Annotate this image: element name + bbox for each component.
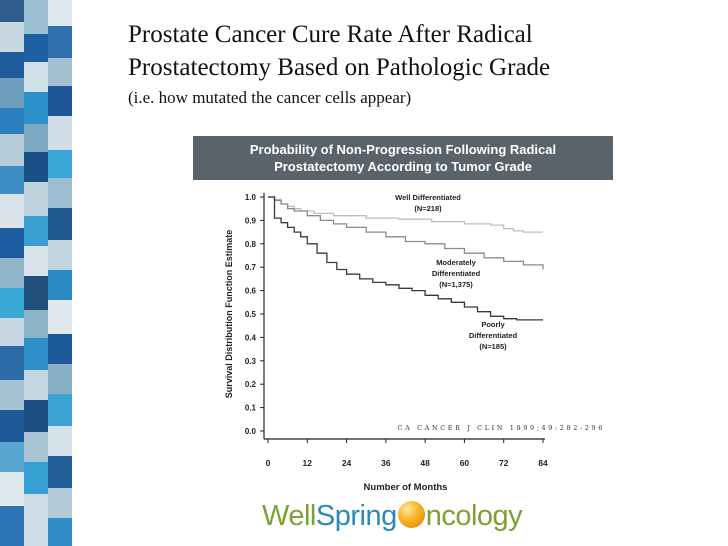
logo-word-ncology: ncology: [425, 500, 523, 532]
strip-column-right: [48, 0, 72, 546]
x-tick-label: 72: [499, 458, 509, 468]
y-tick-label: 0.7: [245, 263, 257, 272]
banner-line-1: Probability of Non-Progression Following…: [249, 142, 557, 157]
series-label-2: Differentiated: [432, 269, 481, 278]
y-axis-label: Survival Distribution Function Estimate: [224, 230, 234, 399]
y-tick-label: 0.4: [245, 333, 257, 342]
y-tick-label: 1.0: [245, 193, 257, 202]
banner-line-2: Prostatectomy According to Tumor Grade: [274, 159, 532, 174]
series-label-3: Differentiated: [469, 331, 518, 340]
strip-column-left: [0, 0, 24, 546]
decorative-side-strip: [0, 0, 72, 546]
y-tick-label: 0.1: [245, 404, 257, 413]
series-line-2: [268, 196, 544, 270]
y-tick-label: 0.3: [245, 357, 257, 366]
x-tick-label: 60: [460, 458, 470, 468]
series-label-3: Poorly: [481, 320, 505, 329]
logo-word-well: Well: [262, 500, 316, 532]
y-tick-label: 0.2: [245, 380, 257, 389]
logo-globe-icon: [397, 501, 425, 528]
chart-title-banner: Probability of Non-Progression Following…: [193, 136, 613, 180]
series-label-2: Moderately: [436, 258, 476, 267]
logo-word-spring: Spring: [315, 500, 397, 532]
title-line-2: Prostatectomy Based on Pathologic Grade: [128, 54, 551, 81]
series-label-2: (N=1,375): [439, 280, 473, 289]
slide-subtitle: (i.e. how mutated the cancer cells appea…: [128, 88, 412, 107]
y-tick-label: 0.9: [245, 216, 257, 225]
y-tick-label: 0.5: [245, 310, 257, 319]
x-tick-label: 0: [266, 458, 271, 468]
x-tick-label: 36: [381, 458, 391, 468]
chart-citation: CA CANCER J CLIN 1999;49:282-296: [398, 424, 605, 432]
series-line-1: [268, 196, 543, 233]
series-label-1: Well Differentiated: [395, 193, 461, 202]
x-axis-label: Number of Months: [364, 482, 448, 493]
y-tick-label: 0.8: [245, 240, 257, 249]
x-tick-label: 84: [538, 458, 548, 468]
title-line-1: Prostate Cancer Cure Rate After Radical: [128, 21, 533, 48]
wellspring-oncology-logo: WellSpring ncology: [262, 500, 523, 540]
series-label-1: (N=218): [414, 204, 442, 213]
strip-column-middle: [24, 0, 48, 546]
slide-title: Prostate Cancer Cure Rate After Radical …: [128, 18, 718, 110]
x-tick-label: 48: [420, 458, 430, 468]
series-line-3: [268, 196, 543, 321]
y-tick-label: 0.0: [245, 427, 257, 436]
x-tick-label: 12: [303, 458, 313, 468]
y-tick-label: 0.6: [245, 287, 257, 296]
series-label-3: (N=185): [479, 342, 507, 351]
x-tick-label: 24: [342, 458, 352, 468]
